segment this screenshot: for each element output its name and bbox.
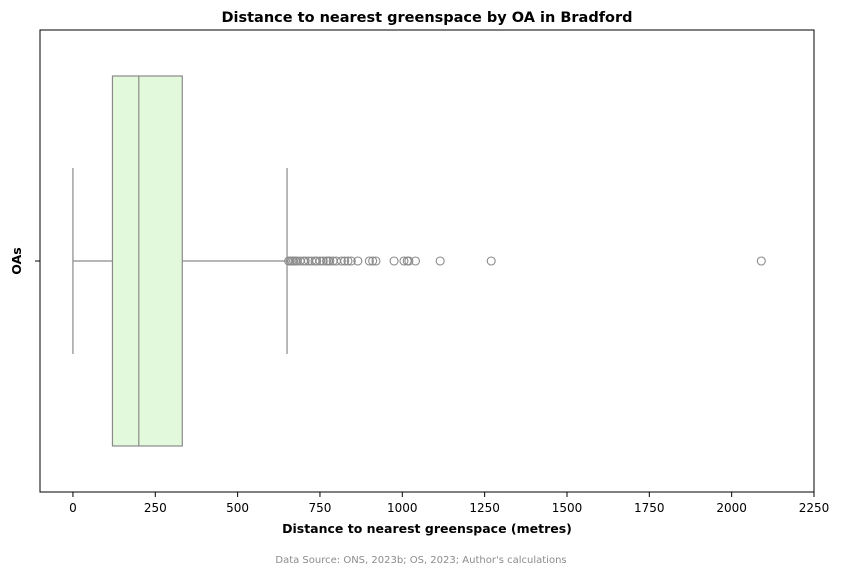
outlier-point	[325, 256, 335, 266]
outlier-point	[300, 256, 310, 266]
x-tick-label: 1250	[469, 501, 500, 515]
x-tick-label: 1750	[634, 501, 665, 515]
x-axis-ticks: 0 250 500 750 1000 1250 1500 1750 2000 2250	[69, 492, 829, 515]
x-tick-label: 1000	[387, 501, 418, 515]
data-source-note: Data Source: ONS, 2023b; OS, 2023; Autho…	[275, 555, 567, 566]
x-tick-label: 250	[144, 501, 167, 515]
outlier-point	[399, 256, 409, 266]
outlier-point	[756, 256, 766, 266]
outlier-point	[336, 256, 346, 266]
x-tick-label: 2000	[716, 501, 747, 515]
y-axis-label: OAs	[9, 247, 24, 274]
outlier-point	[340, 256, 350, 266]
x-axis-label: Distance to nearest greenspace (metres)	[282, 521, 572, 536]
outlier-point	[364, 256, 374, 266]
outlier-point	[404, 256, 414, 266]
x-tick-label: 2250	[799, 501, 830, 515]
outlier-point	[346, 256, 356, 266]
outlier-point	[368, 256, 378, 266]
outlier-point	[312, 256, 322, 266]
box-group	[72, 75, 288, 447]
outlier-point	[486, 256, 496, 266]
x-tick-label: 750	[309, 501, 332, 515]
outlier-point	[318, 256, 328, 266]
x-tick-label: 0	[69, 501, 77, 515]
outlier-point	[389, 256, 399, 266]
outlier-point	[371, 256, 381, 266]
outlier-point	[343, 256, 353, 266]
outlier-point	[410, 256, 421, 266]
chart-title: Distance to nearest greenspace by OA in …	[221, 10, 632, 26]
outlier-point	[435, 256, 445, 266]
outliers-group	[284, 256, 766, 266]
x-tick-label: 500	[226, 501, 249, 515]
x-tick-label: 1500	[552, 501, 583, 515]
iqr-box	[111, 75, 183, 447]
outlier-point	[353, 256, 363, 266]
